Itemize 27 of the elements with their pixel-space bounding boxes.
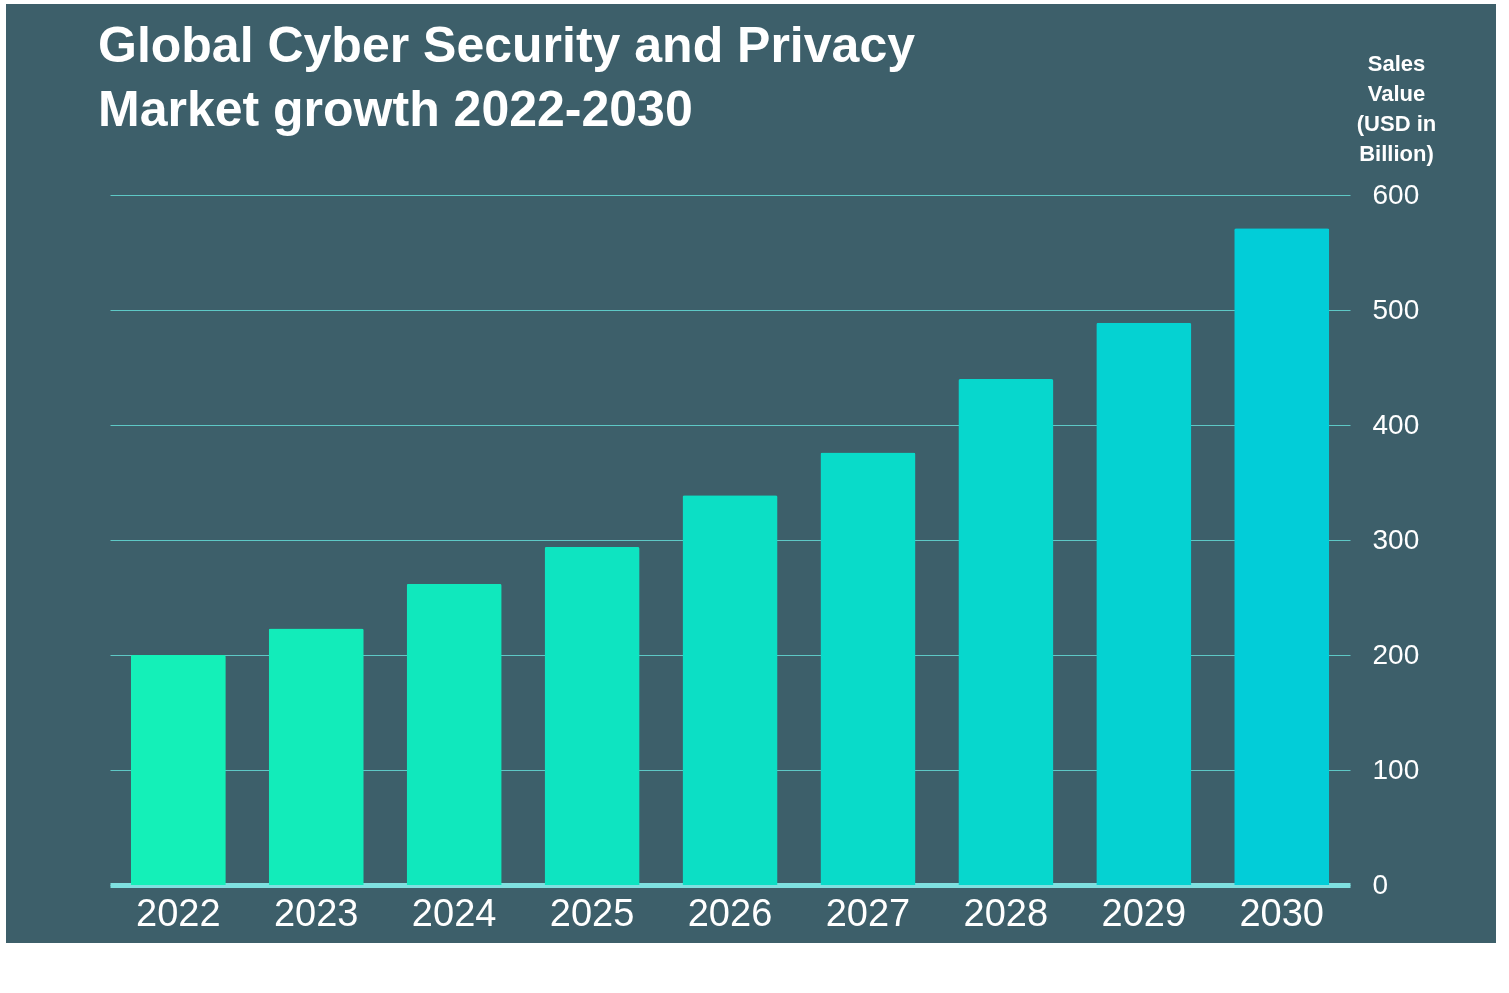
y-tick-label: 300: [1372, 523, 1420, 555]
x-tick-label: 2027: [825, 891, 911, 934]
y-axis-title: Sales Value (USD in Billion): [1356, 50, 1437, 166]
bar: [1234, 228, 1330, 885]
chart-title: Global Cyber Security and Privacy Market growth 2022-2030: [98, 17, 916, 137]
y-tick-label: 0: [1372, 868, 1389, 900]
bar: [820, 452, 916, 885]
y-tick-label: 500: [1372, 293, 1420, 325]
x-tick-label: 2029: [1101, 891, 1187, 934]
bar: [544, 546, 640, 885]
y-tick-label: 400: [1372, 408, 1420, 440]
bar: [682, 495, 778, 885]
y-tick-label: 100: [1372, 753, 1420, 785]
x-tick-label: 2022: [136, 891, 221, 934]
y-tick-label: 200: [1372, 638, 1420, 670]
x-tick-label: 2023: [273, 891, 359, 934]
bar: [268, 628, 364, 885]
bar: [130, 655, 226, 885]
x-tick-label: 2024: [411, 891, 497, 934]
bar: [406, 583, 502, 885]
x-tick-label: 2026: [687, 891, 773, 934]
bar: [1096, 322, 1192, 885]
y-tick-label: 600: [1372, 178, 1420, 210]
x-tick-label: 2025: [549, 891, 635, 934]
bar: [958, 379, 1054, 885]
x-tick-label: 2030: [1239, 891, 1324, 934]
x-tick-label: 2028: [963, 891, 1049, 934]
